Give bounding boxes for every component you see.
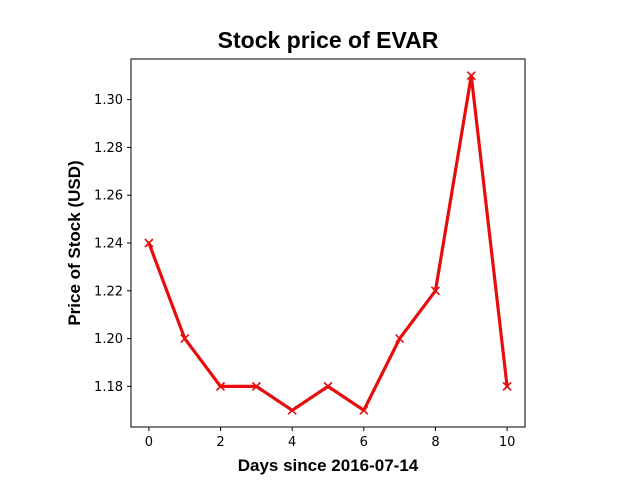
data-point-marker: [466, 71, 476, 81]
plot-area: 0 2 4 6 8 10 1.18 1.20 1.22 1.24 1.26 1.28 1.30: [94, 58, 526, 450]
data-point-marker: [323, 381, 333, 391]
y-tick-label: 1.20: [94, 332, 123, 347]
x-tick-label: 8: [431, 435, 439, 450]
data-point-marker: [144, 238, 154, 248]
y-tick-label: 1.30: [94, 93, 123, 108]
y-tick-label: 1.26: [94, 189, 123, 204]
chart-title: Stock price of EVAR: [218, 27, 439, 53]
data-point-marker: [215, 381, 226, 391]
x-tick-label: 10: [499, 435, 516, 450]
y-tick-label: 1.22: [94, 284, 123, 299]
y-tick-label: 1.28: [94, 141, 123, 156]
x-tick-label: 0: [145, 435, 153, 450]
y-tick-label: 1.18: [94, 380, 123, 395]
x-tick-label: 2: [216, 435, 224, 450]
data-point-marker: [287, 405, 297, 415]
data-point-marker: [180, 334, 190, 344]
data-point-marker: [359, 405, 369, 415]
data-point-marker: [430, 286, 441, 296]
series-line: [147, 74, 509, 412]
x-tick-label: 6: [360, 435, 368, 450]
data-point-marker: [251, 381, 261, 391]
x-tick-label: 4: [288, 435, 296, 450]
x-axis-label: Days since 2016-07-14: [238, 456, 419, 475]
y-axis-label: Price of Stock (USD): [65, 160, 84, 325]
data-point-marker: [502, 381, 512, 391]
data-point-marker: [395, 334, 405, 344]
y-tick-label: 1.24: [94, 237, 123, 252]
